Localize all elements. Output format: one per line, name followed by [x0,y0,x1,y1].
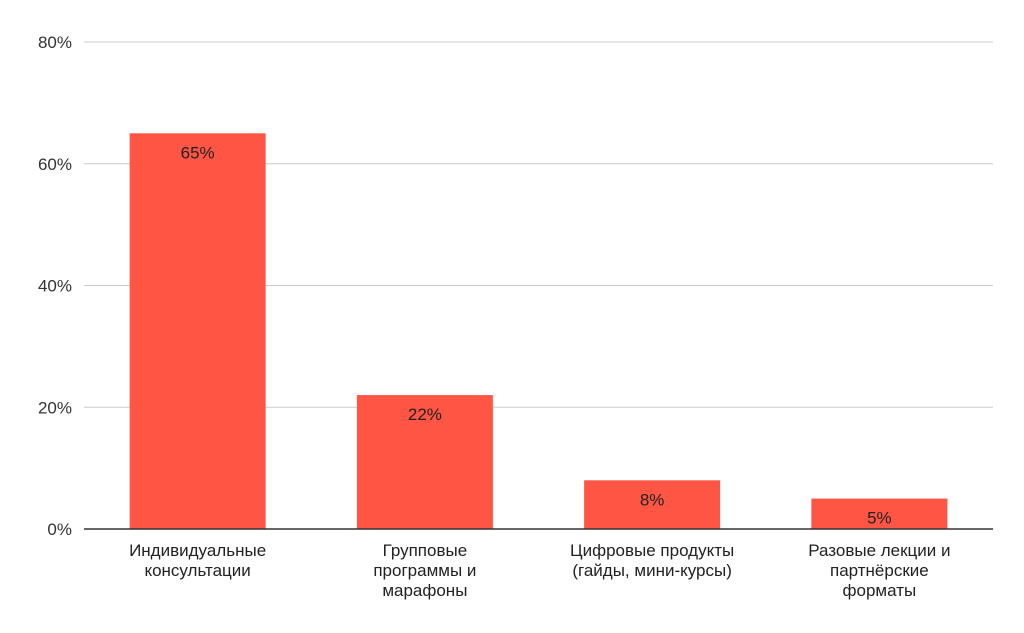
y-axis-tick-labels: 0% 20% 40% 60% 80% [38,33,72,539]
x-category-label: Групповые [383,541,468,560]
x-category-label: консультации [144,561,250,580]
bars [129,133,948,529]
x-category-label: программы и [373,561,476,580]
x-category-label: партнёрские [830,561,929,580]
y-tick-label: 80% [38,33,72,52]
y-tick-label: 20% [38,398,72,417]
x-category-label: форматы [843,581,917,600]
y-tick-label: 0% [47,520,72,539]
x-category-label: Цифровые продукты [570,541,734,560]
x-category-label: Индивидуальные [129,541,266,560]
bar [811,498,948,529]
x-category-label: Разовые лекции и [808,541,950,560]
data-label: 22% [408,405,442,424]
y-tick-label: 40% [38,277,72,296]
data-label: 8% [640,490,665,509]
x-category-label: марафоны [382,581,467,600]
data-label: 65% [181,143,215,162]
bar [129,133,266,529]
bar [584,480,721,529]
data-labels: 65% 22% 8% 5% [181,143,892,527]
bar [356,395,493,529]
data-label: 5% [867,509,892,528]
x-category-label: (гайды, мини-курсы) [572,561,732,580]
y-tick-label: 60% [38,155,72,174]
